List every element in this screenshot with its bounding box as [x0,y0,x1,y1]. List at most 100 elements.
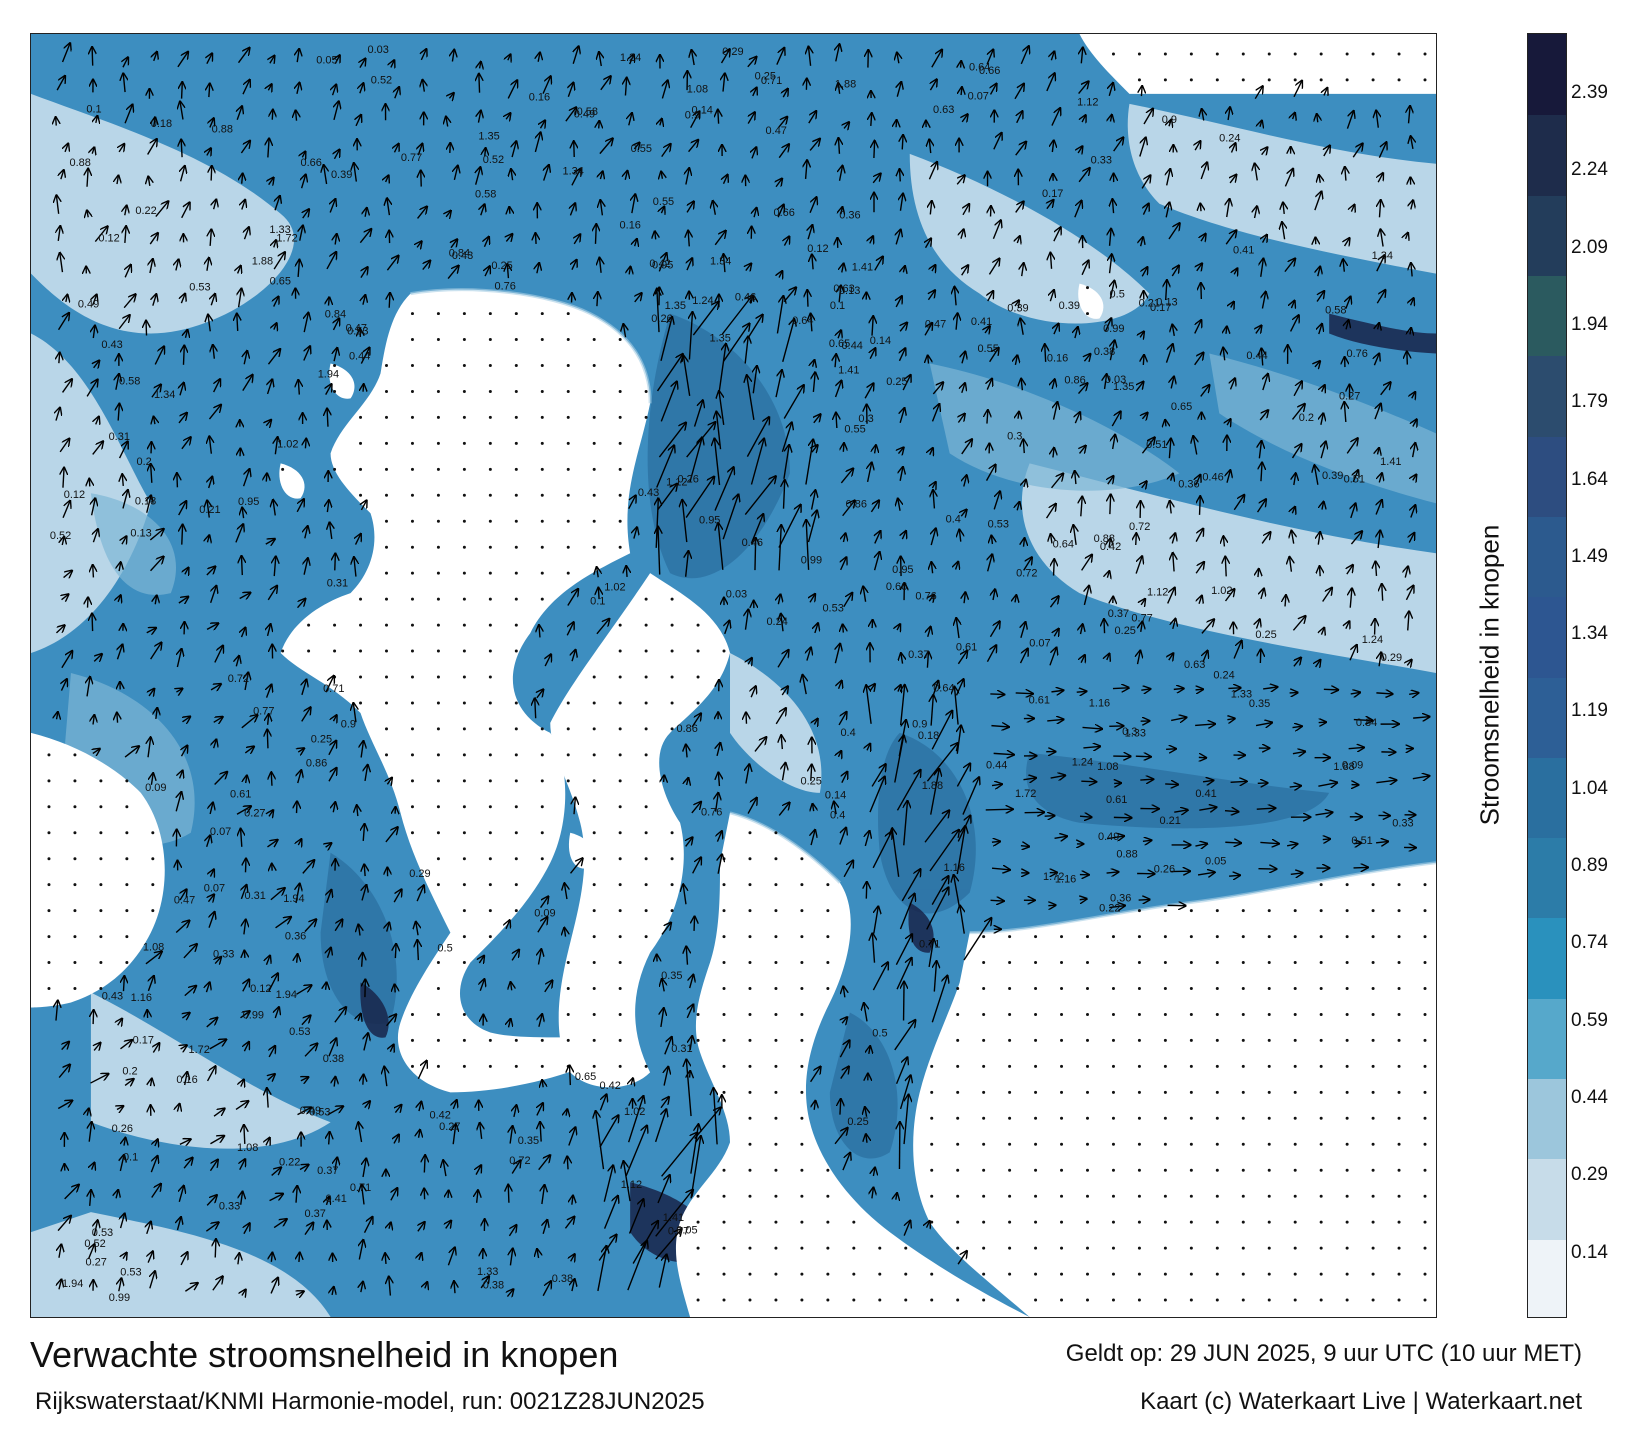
grid-dot [1293,1064,1297,1068]
grid-dot [281,649,285,653]
current-arrow [812,491,816,510]
grid-dot [410,312,414,316]
current-arrow [1084,354,1090,361]
grid-dot [1215,78,1219,82]
current-arrow [365,208,367,217]
current-speed-map[interactable]: 0.120.270.260.330.250.160.10.410.530.380… [31,34,1436,1317]
current-arrow [246,776,247,783]
grid-dot [1137,909,1141,913]
current-arrow [1316,291,1324,302]
grid-dot [774,1090,778,1094]
grid-dot [1267,78,1271,82]
grid-dot [1423,78,1427,82]
current-arrow [182,717,189,722]
current-arrow [213,379,220,393]
current-arrow [215,957,221,963]
grid-dot [774,1194,778,1198]
grid-dot [852,1220,856,1224]
current-arrow [242,200,245,210]
grid-dot [1215,1090,1219,1094]
speed-value-label: 0.16 [1047,352,1068,364]
grid-dot [1163,1090,1167,1094]
grid-dot [488,1064,492,1068]
current-arrow [270,888,285,901]
grid-dot [1371,987,1375,991]
current-arrow [1169,654,1173,660]
grid-dot [566,727,570,731]
colorbar-band [1528,1078,1566,1160]
grid-dot [1319,1090,1323,1094]
speed-value-label: 0.53 [289,1026,310,1038]
grid-dot [1319,935,1323,939]
grid-dot [1319,1064,1323,1068]
grid-dot [774,831,778,835]
current-arrow [717,831,721,842]
grid-dot [1215,1220,1219,1224]
speed-value-label: 0.24 [766,616,787,628]
current-arrow [751,687,755,698]
current-arrow [872,963,887,991]
current-arrow [692,50,695,66]
current-arrow [154,417,155,424]
speed-value-label: 0.71 [761,75,782,87]
current-arrow [387,923,389,932]
current-arrow [693,401,703,427]
grid-dot [1034,1090,1038,1094]
current-arrow [511,169,513,181]
current-arrow [304,1044,317,1057]
grid-dot [1008,1038,1012,1042]
current-arrow [655,232,656,240]
current-arrow [125,265,130,278]
grid-dot [1397,52,1401,56]
speed-value-label: 1.34 [563,166,584,178]
grid-dot [826,1298,830,1302]
current-arrow [1406,233,1408,239]
grid-dot [592,909,596,913]
speed-value-label: 0.22 [1099,903,1120,915]
current-arrow [1411,201,1413,210]
current-arrow [1165,420,1166,426]
speed-value-label: 0.52 [483,154,504,166]
current-arrow [542,1080,543,1087]
current-arrow [1052,380,1054,390]
grid-dot [644,649,648,653]
grid-dot [1397,1220,1401,1224]
current-arrow [151,464,152,483]
speed-value-label: 0.99 [1103,323,1124,335]
current-arrow [297,954,298,963]
current-arrow [1375,562,1376,577]
current-arrow [1260,121,1262,127]
current-arrow [1172,266,1178,277]
current-arrow [1286,844,1297,846]
grid-dot [1345,1090,1349,1094]
current-arrow [119,563,121,572]
grid-dot [1137,1246,1141,1250]
current-arrow [356,115,361,127]
grid-dot [800,1142,804,1146]
grid-dot [592,935,596,939]
grid-dot [748,1272,752,1276]
speed-value-label: 0.4 [946,513,961,525]
grid-dot [462,1012,466,1016]
grid-dot [1267,1220,1271,1224]
grid-dot [462,623,466,627]
grid-dot [1319,52,1323,56]
current-arrow [1378,173,1383,183]
current-arrow [1195,141,1200,151]
current-arrow [385,1254,386,1264]
current-arrow [1291,404,1305,420]
current-arrow [1413,717,1429,718]
current-arrow [125,227,126,244]
current-arrow [537,263,539,274]
grid-dot [1397,1012,1401,1016]
grid-dot [384,675,388,679]
grid-dot [540,545,544,549]
grid-dot [1034,1012,1038,1016]
current-arrow [333,716,336,722]
current-arrow [1411,298,1414,305]
speed-value-label: 0.09 [1342,759,1363,771]
grid-dot [488,857,492,861]
current-arrow [178,501,186,516]
current-arrow [1231,302,1234,307]
grid-dot [1423,1220,1427,1224]
